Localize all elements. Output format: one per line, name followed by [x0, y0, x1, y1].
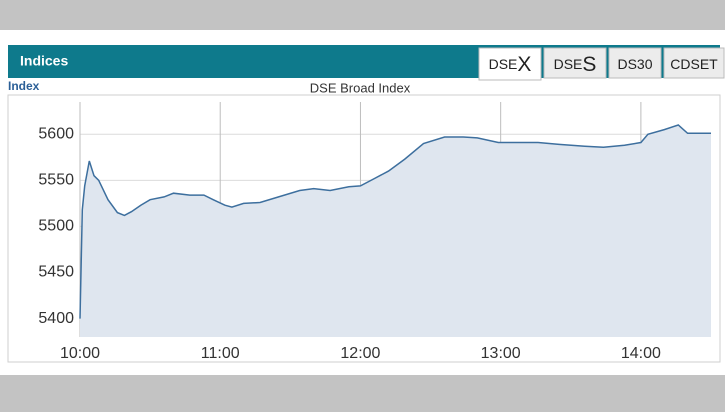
tab-label[interactable]: DSES	[554, 53, 597, 76]
tab-label[interactable]: DS30	[617, 56, 652, 72]
x-tick-label: 13:00	[481, 345, 521, 362]
tab-background[interactable]	[478, 47, 542, 81]
tab-label[interactable]: DSEX	[489, 53, 532, 76]
y-tick-label: 5550	[38, 172, 74, 189]
tab-label[interactable]: CDSET	[670, 56, 718, 72]
tab-label-text[interactable]: DS30	[617, 56, 652, 72]
tab-label-text[interactable]: DSE	[489, 56, 518, 72]
tab[interactable]: DSEX	[478, 47, 542, 81]
tab-background[interactable]	[663, 47, 725, 79]
tab[interactable]: CDSET	[663, 47, 725, 79]
tab-background[interactable]	[608, 47, 662, 79]
tab-label-text[interactable]: DSE	[554, 56, 583, 72]
y-tick-label: 5400	[38, 310, 74, 327]
chart-title: DSE Broad Index	[310, 80, 411, 95]
x-tick-label: 11:00	[201, 345, 240, 362]
tab-background[interactable]	[543, 47, 607, 79]
y-tick-label: 5600	[38, 125, 74, 142]
tabs: DSEX DSES DS30 CDSET	[478, 47, 725, 81]
tab[interactable]: DSES	[543, 47, 607, 79]
tab-label-emphasis[interactable]: S	[582, 53, 596, 76]
y-tick-label: 5450	[38, 264, 74, 281]
x-tick-label: 14:00	[621, 345, 661, 362]
tab-label-emphasis[interactable]: X	[517, 53, 531, 76]
x-tick-label: 12:00	[340, 345, 380, 362]
x-tick-label: 10:00	[60, 345, 100, 362]
chart-frame	[7, 94, 721, 363]
plot: 5400 5450 5500 5550 5600 10:00 11:00 12:00 13:00…	[38, 102, 711, 362]
tab[interactable]: DS30	[608, 47, 662, 79]
y-axis-label: Index	[8, 79, 40, 93]
line	[79, 124, 711, 319]
tab-label-text[interactable]: CDSET	[670, 56, 718, 72]
y-tick-label: 5500	[38, 218, 74, 235]
panel-title: Indices	[20, 53, 68, 69]
area	[80, 125, 711, 337]
